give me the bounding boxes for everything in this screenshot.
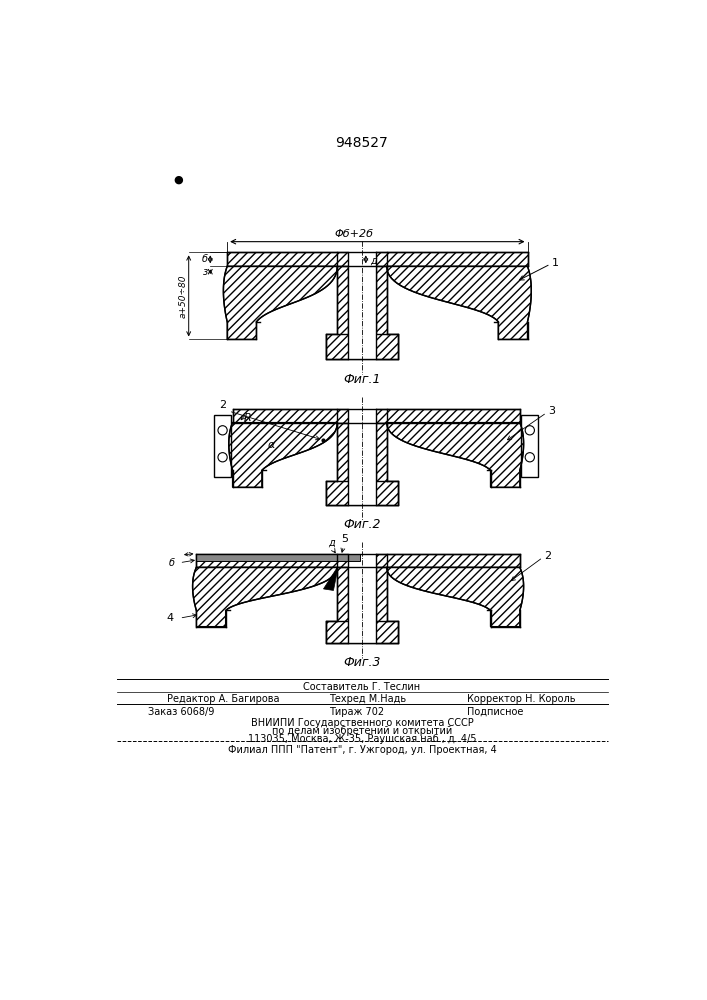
- Text: 3: 3: [549, 406, 555, 416]
- Text: Подписное: Подписное: [467, 707, 524, 717]
- Polygon shape: [387, 423, 524, 487]
- Text: Фиг.2: Фиг.2: [343, 518, 380, 531]
- Text: Техред М.Надь: Техред М.Надь: [329, 694, 406, 704]
- Bar: [214, 415, 231, 477]
- Text: Филиал ППП "Патент", г. Ужгород, ул. Проектная, 4: Филиал ППП "Патент", г. Ужгород, ул. Про…: [228, 745, 496, 755]
- Polygon shape: [348, 552, 376, 644]
- Polygon shape: [376, 423, 398, 505]
- Polygon shape: [376, 266, 398, 359]
- Text: Тираж 702: Тираж 702: [329, 707, 384, 717]
- Text: д: д: [328, 537, 334, 547]
- Text: Редактор А. Багирова: Редактор А. Багирова: [167, 694, 280, 704]
- Polygon shape: [326, 567, 348, 643]
- Polygon shape: [227, 252, 527, 266]
- Text: а+50÷80: а+50÷80: [178, 274, 187, 318]
- Polygon shape: [326, 423, 348, 505]
- Text: Фиг.3: Фиг.3: [343, 656, 380, 669]
- Text: 948527: 948527: [336, 136, 388, 150]
- Polygon shape: [326, 334, 398, 359]
- Text: по делам изобретений и открытий: по делам изобретений и открытий: [271, 726, 452, 736]
- Polygon shape: [376, 567, 398, 643]
- Polygon shape: [233, 409, 520, 423]
- Polygon shape: [326, 481, 398, 505]
- Text: Заказ 6068/9: Заказ 6068/9: [148, 707, 214, 717]
- Text: 113035, Москва, Ж-35, Раушская наб., д. 4/5: 113035, Москва, Ж-35, Раушская наб., д. …: [247, 734, 477, 744]
- Text: α: α: [267, 440, 274, 450]
- Text: ВНИИПИ Государственного комитета СССР: ВНИИПИ Государственного комитета СССР: [250, 718, 473, 728]
- Text: б: б: [169, 558, 175, 568]
- Polygon shape: [387, 567, 524, 627]
- Text: б: б: [202, 254, 208, 264]
- Polygon shape: [223, 266, 337, 339]
- Text: д: д: [370, 256, 376, 266]
- Polygon shape: [387, 266, 531, 339]
- Polygon shape: [197, 554, 520, 567]
- Text: Составитель Г. Теслин: Составитель Г. Теслин: [303, 682, 421, 692]
- Polygon shape: [197, 554, 361, 561]
- Text: 1: 1: [552, 258, 559, 268]
- Polygon shape: [326, 620, 398, 643]
- Polygon shape: [348, 251, 376, 359]
- Polygon shape: [229, 423, 337, 487]
- Text: R: R: [244, 413, 252, 423]
- Bar: [521, 415, 538, 477]
- Text: Фиг.1: Фиг.1: [343, 373, 380, 386]
- Text: Корректор Н. Король: Корректор Н. Король: [467, 694, 576, 704]
- Text: з: з: [203, 267, 208, 277]
- Polygon shape: [348, 407, 376, 506]
- Polygon shape: [326, 266, 348, 359]
- Polygon shape: [192, 567, 337, 627]
- Text: ●: ●: [174, 175, 184, 185]
- Polygon shape: [324, 567, 337, 590]
- Text: 2: 2: [219, 400, 226, 410]
- Text: 2: 2: [544, 551, 551, 561]
- Text: Φб+2б: Φб+2б: [334, 229, 374, 239]
- Text: 4: 4: [166, 613, 173, 623]
- Text: 5: 5: [341, 534, 349, 544]
